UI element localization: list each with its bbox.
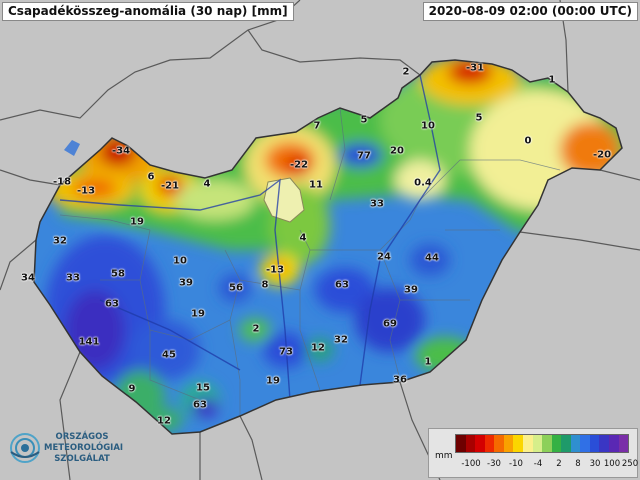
- map-label: 32: [334, 334, 348, 346]
- map-label: 0.4: [414, 177, 432, 189]
- county-borders: [59, 107, 561, 416]
- legend-tick: 100: [603, 459, 621, 469]
- map-label: 24: [377, 251, 391, 263]
- legend-unit: mm: [435, 451, 453, 461]
- omsz-logo: ORSZÁGOS METEOROLÓGIAI SZOLGÁLAT: [8, 428, 158, 474]
- legend-swatch: [513, 435, 523, 452]
- logo-line: ORSZÁGOS: [55, 432, 109, 442]
- map-label: 10: [173, 255, 187, 267]
- legend-swatch: [456, 435, 466, 452]
- map-label: 1: [548, 74, 556, 86]
- map-label: 44: [425, 252, 439, 264]
- map-label: 19: [130, 216, 144, 228]
- lake-balaton: [64, 140, 80, 156]
- map-label: -22: [289, 159, 309, 171]
- legend-tick: 250: [621, 459, 639, 469]
- color-legend: mm -100 -30 -10 -4 2 8 30 100 250: [428, 428, 638, 478]
- map-label: 5: [360, 114, 368, 126]
- map-label: 19: [266, 375, 280, 387]
- hungary-border: [33, 59, 623, 435]
- map-label: 141: [78, 336, 100, 348]
- legend-tick: 2: [556, 459, 562, 469]
- legend-swatch: [542, 435, 552, 452]
- map-label: 4: [203, 178, 211, 190]
- map-label: 19: [191, 308, 205, 320]
- legend-swatch: [561, 435, 571, 452]
- legend-tick: -10: [509, 459, 523, 469]
- map-label: 10: [421, 120, 435, 132]
- legend-swatch: [580, 435, 590, 452]
- legend-swatch: [609, 435, 619, 452]
- map-label: 7: [313, 120, 321, 132]
- logo-line: SZOLGÁLAT: [54, 454, 110, 464]
- legend-swatch: [618, 435, 629, 452]
- legend-ticks: -100 -30 -10 -4 2 8 30 100 250: [447, 459, 639, 471]
- logo-line: METEOROLÓGIAI: [44, 443, 124, 453]
- map-label: 2: [402, 66, 410, 78]
- legend-swatch: [551, 435, 562, 452]
- map-label: 20: [390, 145, 404, 157]
- map-label: 2: [252, 323, 260, 335]
- map-label: 45: [162, 349, 176, 361]
- map-label: 36: [393, 374, 407, 386]
- logo-text: ORSZÁGOS METEOROLÓGIAI SZOLGÁLAT: [44, 432, 124, 465]
- map-label: 1: [424, 356, 432, 368]
- map-label: 58: [111, 268, 125, 280]
- map-label: 0: [524, 135, 532, 147]
- legend-tick: 30: [589, 459, 601, 469]
- legend-swatch: [599, 435, 609, 452]
- legend-tick: -100: [461, 459, 481, 469]
- map-label: 56: [229, 282, 243, 294]
- legend-swatch: [532, 435, 543, 452]
- budapest-outline: [263, 177, 305, 223]
- map-label: 33: [370, 198, 384, 210]
- map-label: 4: [299, 232, 307, 244]
- map-label: 73: [279, 346, 293, 358]
- legend-swatch: [494, 435, 504, 452]
- map-timestamp: 2020-08-09 02:00 (00:00 UTC): [422, 2, 638, 21]
- map-label: 15: [196, 382, 210, 394]
- logo-emblem-icon: [10, 433, 40, 463]
- map-label: 6: [147, 171, 155, 183]
- map-label: -21: [160, 180, 180, 192]
- map-label: 5: [475, 112, 483, 124]
- map-label: 39: [404, 284, 418, 296]
- legend-swatch: [522, 435, 533, 452]
- map-label: 9: [128, 383, 136, 395]
- legend-tick: 8: [575, 459, 581, 469]
- map-label: 32: [53, 235, 67, 247]
- map-label: 63: [193, 399, 207, 411]
- map-label: -13: [76, 185, 96, 197]
- rivers: [59, 74, 441, 401]
- legend-swatch: [503, 435, 514, 452]
- map-label: -34: [111, 145, 131, 157]
- map-label: 8: [261, 279, 269, 291]
- legend-swatch: [570, 435, 581, 452]
- legend-swatch: [589, 435, 600, 452]
- legend-swatch: [484, 435, 495, 452]
- map-label: -20: [592, 149, 612, 161]
- map-label: 34: [21, 272, 35, 284]
- map-title: Csapadékösszeg-anomália (30 nap) [mm]: [2, 2, 294, 21]
- legend-swatch: [475, 435, 485, 452]
- map-label: -13: [265, 264, 285, 276]
- map-label: -31: [465, 62, 485, 74]
- map-label: 12: [311, 342, 325, 354]
- legend-color-bar: [455, 434, 629, 453]
- legend-tick: -4: [533, 459, 543, 469]
- map-label: 12: [157, 415, 171, 427]
- map-label: 69: [383, 318, 397, 330]
- map-label: 33: [66, 272, 80, 284]
- map-label: 63: [335, 279, 349, 291]
- map-label: 63: [105, 298, 119, 310]
- map-label: 39: [179, 277, 193, 289]
- map-label: -18: [52, 176, 72, 188]
- map-label: 77: [357, 150, 371, 162]
- map-label: 11: [309, 179, 323, 191]
- legend-swatch: [465, 435, 476, 452]
- legend-tick: -30: [487, 459, 501, 469]
